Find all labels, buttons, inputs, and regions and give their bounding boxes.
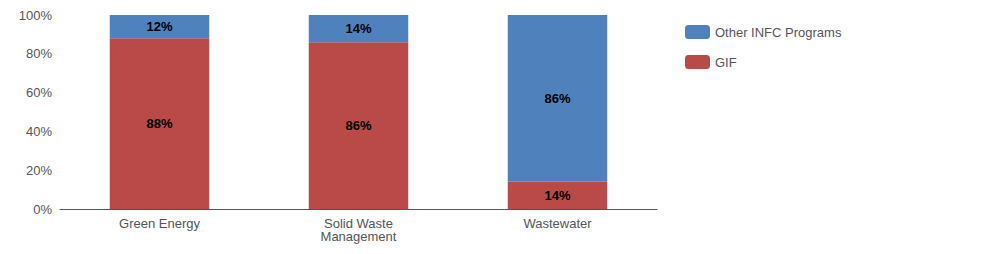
svg-text:12%: 12% (146, 19, 172, 34)
svg-text:Wastewater: Wastewater (523, 216, 592, 231)
svg-text:Green Energy: Green Energy (119, 216, 200, 231)
svg-text:40%: 40% (26, 124, 52, 139)
svg-text:60%: 60% (26, 85, 52, 100)
svg-text:Other INFC Programs: Other INFC Programs (715, 25, 842, 40)
svg-text:20%: 20% (26, 163, 52, 178)
svg-text:100%: 100% (19, 8, 53, 23)
svg-text:86%: 86% (544, 91, 570, 106)
svg-text:14%: 14% (345, 21, 371, 36)
svg-text:88%: 88% (146, 116, 172, 131)
svg-text:86%: 86% (345, 118, 371, 133)
svg-text:Management: Management (321, 229, 397, 244)
svg-text:14%: 14% (544, 188, 570, 203)
svg-text:0%: 0% (33, 202, 52, 217)
svg-text:GIF: GIF (715, 55, 737, 70)
svg-text:80%: 80% (26, 46, 52, 61)
svg-text:Solid Waste: Solid Waste (324, 216, 393, 231)
